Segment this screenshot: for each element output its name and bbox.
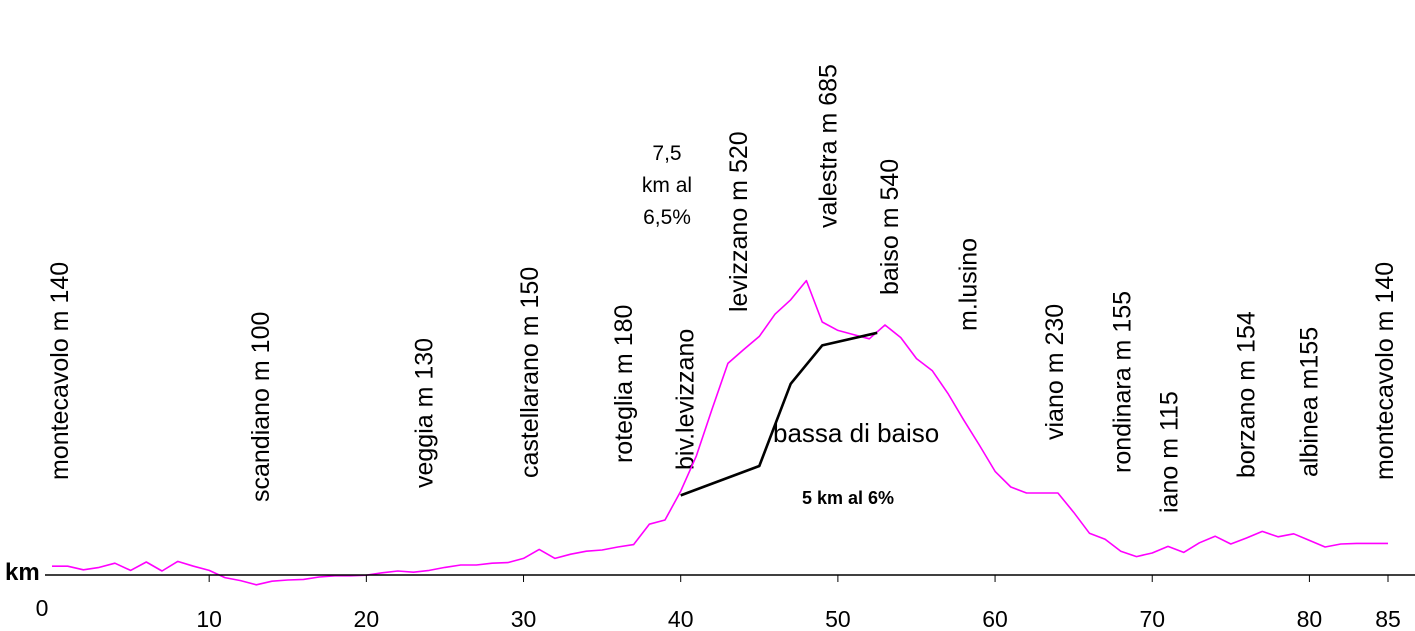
- place-label: biv.levizzano: [671, 329, 699, 470]
- x-tick-label: 0: [36, 595, 49, 621]
- place-label: levizzano m 520: [725, 131, 753, 312]
- climb-annotation-bottom: 5 km al 6%: [802, 488, 894, 508]
- place-label: montecavolo m 140: [1371, 262, 1399, 480]
- bassa-di-baiso-line: [680, 331, 878, 497]
- climb-annotation-line1: 7,5: [652, 142, 681, 165]
- x-tick-label: 85: [1375, 606, 1401, 631]
- place-label: iano m 115: [1156, 391, 1184, 513]
- place-label: albinea m155: [1295, 327, 1323, 477]
- place-label: baiso m 540: [876, 159, 904, 295]
- annotations: 7,5 km al 6,5% bassa di baiso 5 km al 6%: [642, 142, 939, 508]
- place-label: rondinara m 155: [1108, 291, 1136, 473]
- series-layer: [52, 279, 1388, 586]
- bassa-di-baiso-label: bassa di baiso: [773, 418, 939, 448]
- x-tick-label: 30: [511, 606, 537, 631]
- place-label: scandiano m 100: [247, 312, 275, 502]
- place-labels: montecavolo m 140 scandiano m 100 veggia m…: [46, 64, 1399, 513]
- elevation-profile-line: [52, 279, 1388, 586]
- place-label: borzano m 154: [1233, 311, 1261, 478]
- climb-annotation-line3: 6,5%: [643, 206, 691, 229]
- x-tick-label: 60: [982, 606, 1008, 631]
- x-tick-label: 80: [1297, 606, 1323, 631]
- x-tick-label: 70: [1139, 606, 1165, 631]
- place-label: viano m 230: [1041, 304, 1069, 440]
- x-ticks: 0 10 20 30 40 50 60 70 80 85: [36, 575, 1401, 631]
- x-tick-label: 20: [354, 606, 380, 631]
- x-tick-label: 10: [196, 606, 222, 631]
- x-axis-label: km: [5, 559, 40, 586]
- place-label: veggia m 130: [411, 338, 439, 488]
- place-label: roteglia m 180: [610, 305, 638, 463]
- x-tick-label: 40: [668, 606, 694, 631]
- place-label: m.lusino: [954, 238, 982, 331]
- x-axis: km: [5, 559, 1415, 586]
- place-label: valestra m 685: [814, 64, 842, 228]
- place-label: castellarano m 150: [516, 267, 544, 478]
- place-label: montecavolo m 140: [46, 262, 74, 480]
- x-tick-label: 50: [825, 606, 851, 631]
- climb-annotation-line2: km al: [642, 174, 692, 197]
